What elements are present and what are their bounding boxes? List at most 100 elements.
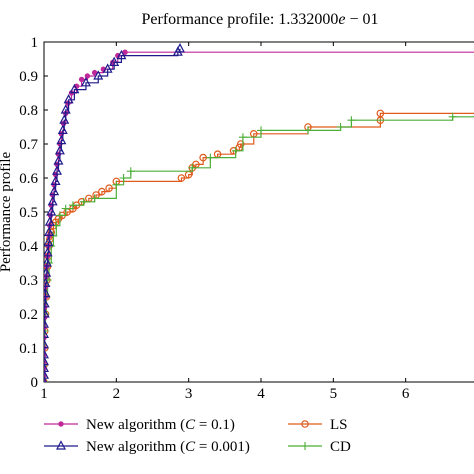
data-point — [102, 63, 113, 73]
legend-label: New algorithm (C = 0.1) — [86, 417, 235, 433]
data-point — [79, 197, 88, 206]
data-point — [44, 349, 49, 359]
y-tick-label: 0.1 — [19, 341, 38, 357]
x-tick-label: 5 — [330, 386, 338, 402]
y-tick-label: 0.3 — [19, 273, 38, 289]
data-point — [44, 236, 54, 247]
y-tick-label: 0.2 — [19, 307, 38, 323]
data-point — [347, 116, 356, 125]
data-point — [60, 104, 71, 114]
x-tick-label: 6 — [402, 386, 410, 402]
data-point — [105, 184, 113, 193]
series-line — [44, 48, 181, 382]
plot-frame — [43, 41, 474, 383]
data-point — [44, 226, 55, 236]
data-point — [116, 49, 127, 60]
data-point — [44, 267, 52, 277]
legend-item: CD — [288, 439, 351, 455]
series-line — [44, 116, 474, 382]
data-point — [44, 338, 49, 349]
y-tick-label: 0.5 — [19, 205, 38, 221]
data-point — [188, 163, 197, 172]
y-tick-label: 0.9 — [19, 69, 38, 85]
data-point — [54, 145, 65, 155]
legend-label: New algorithm (C = 0.001) — [86, 439, 250, 455]
data-point — [57, 124, 68, 134]
series-line — [44, 51, 474, 382]
data-point — [231, 146, 240, 155]
y-tick-label: 0.4 — [19, 239, 38, 255]
data-point — [49, 185, 60, 196]
data-point — [177, 174, 186, 182]
data-point — [44, 257, 52, 267]
series-2 — [44, 109, 474, 382]
data-point — [90, 194, 99, 203]
y-tick-label: 1 — [31, 35, 39, 51]
data-point — [122, 49, 128, 55]
legend: New algorithm (C = 0.1) New algorithm (C … — [44, 417, 351, 455]
data-point — [304, 126, 313, 135]
data-point — [91, 69, 98, 76]
data-point — [84, 73, 91, 79]
data-point — [56, 134, 67, 145]
data-point — [257, 126, 265, 135]
data-point — [44, 328, 49, 338]
data-point — [376, 109, 385, 118]
legend-item: New algorithm (C = 0.001) — [44, 439, 250, 455]
x-tick-label: 1 — [40, 386, 48, 402]
data-point — [109, 56, 120, 67]
legend-label: LS — [330, 417, 348, 433]
data-point — [44, 287, 51, 298]
data-point — [44, 216, 55, 226]
axes — [43, 41, 474, 383]
data-point — [44, 277, 51, 287]
data-point — [44, 376, 48, 382]
data-point — [206, 153, 215, 162]
legend-marker — [301, 420, 309, 428]
data-point — [119, 174, 128, 182]
data-point — [52, 165, 63, 175]
data-point — [199, 153, 207, 162]
data-point — [126, 167, 135, 176]
data-point — [53, 155, 64, 165]
x-tick-label: 2 — [113, 386, 121, 402]
data-point — [80, 77, 91, 87]
axis-ticks: 123456700.10.20.30.40.50.60.70.80.91 — [19, 35, 410, 402]
legend-item: New algorithm (C = 0.1) — [44, 417, 235, 433]
data-point — [68, 201, 77, 210]
data-point — [98, 187, 106, 196]
data-point — [44, 369, 49, 379]
series-0 — [44, 49, 474, 382]
series-line — [44, 112, 474, 382]
series-layer — [44, 43, 474, 382]
y-tick-label: 0 — [31, 375, 39, 391]
x-tick-label: 4 — [257, 386, 265, 402]
data-point — [93, 70, 104, 80]
y-axis-label: Performance profile — [0, 151, 14, 272]
data-point — [44, 298, 50, 308]
data-point — [44, 355, 49, 366]
chart-title: Performance profile: 1.332000e − 01 — [142, 11, 379, 28]
data-point — [69, 83, 80, 94]
data-point — [448, 112, 457, 121]
data-point — [44, 247, 53, 257]
data-point — [47, 196, 58, 206]
y-tick-label: 0.7 — [19, 137, 38, 153]
data-point — [78, 76, 85, 83]
legend-item: LS — [288, 417, 348, 433]
data-point — [236, 140, 245, 148]
legend-label: CD — [330, 439, 351, 455]
data-point — [50, 175, 61, 185]
legend-marker — [58, 421, 64, 427]
series-3 — [44, 112, 474, 382]
data-point — [44, 318, 49, 328]
data-point — [174, 43, 185, 53]
legend-marker — [301, 442, 309, 450]
data-point — [44, 362, 49, 372]
data-point — [46, 206, 57, 216]
x-tick-label: 3 — [185, 386, 193, 402]
data-point — [336, 123, 345, 131]
data-point — [44, 308, 50, 318]
y-tick-label: 0.8 — [19, 103, 38, 119]
